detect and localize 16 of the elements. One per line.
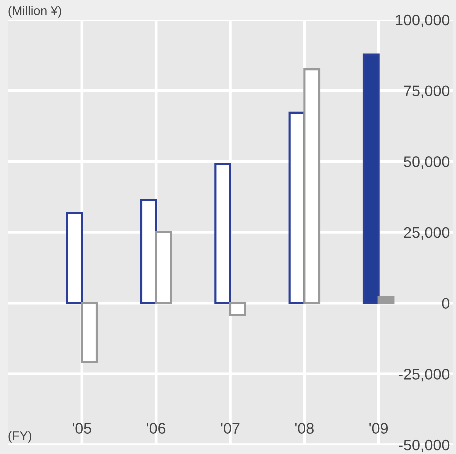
x-tick-label: '05 xyxy=(72,423,92,434)
bar xyxy=(378,296,395,304)
bar xyxy=(362,54,380,304)
y-tick-label: -25,000 xyxy=(399,369,450,382)
x-tick-label: '09 xyxy=(370,423,388,434)
y-tick-label: 75,000 xyxy=(404,86,450,98)
x-axis-title: (FY) xyxy=(8,431,32,443)
y-tick-label: 50,000 xyxy=(404,156,450,170)
y-axis-title: (Million ¥) xyxy=(8,6,62,18)
y-tick-label: 100,000 xyxy=(396,14,450,28)
y-tick-label: -50,000 xyxy=(399,440,450,452)
x-tick-label: '06 xyxy=(147,423,166,434)
y-tick-label: 0 xyxy=(442,298,450,310)
x-tick-label: '08 xyxy=(295,423,314,434)
y-tick-label: 25,000 xyxy=(404,227,450,240)
x-tick-label: '07 xyxy=(221,423,240,434)
